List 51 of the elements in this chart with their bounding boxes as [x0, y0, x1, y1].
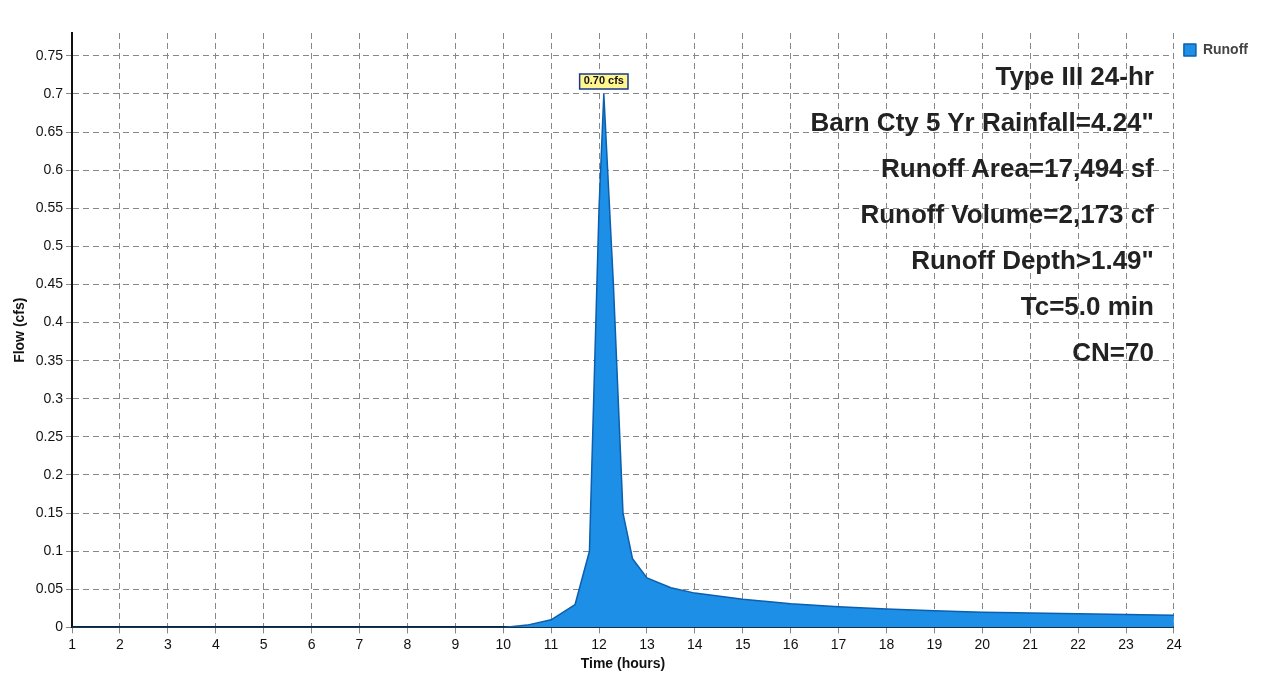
x-tick-label: 8	[403, 635, 412, 652]
x-tick-label: 10	[495, 635, 512, 652]
x-tick-label: 23	[1118, 635, 1134, 652]
y-tick-label: 0.05	[35, 580, 64, 597]
x-tick-label: 14	[687, 635, 703, 652]
y-tick-label: 0.3	[43, 389, 64, 406]
x-tick-label: 20	[974, 635, 991, 652]
x-tick-label: 17	[830, 635, 847, 652]
annotation: Tc=5.0 min	[1020, 291, 1154, 322]
x-axis-title: Time (hours)	[580, 655, 666, 672]
x-tick-label: 3	[163, 635, 172, 652]
x-tick-label: 12	[591, 635, 608, 652]
x-tick-label: 13	[639, 635, 655, 652]
x-tick-label: 11	[543, 635, 559, 652]
y-tick-label: 0.5	[43, 237, 64, 254]
annotation: Barn Cty 5 Yr Rainfall=4.24"	[810, 107, 1154, 138]
x-tick-label: 1	[68, 635, 77, 652]
annotation: CN=70	[1072, 337, 1154, 368]
y-tick-label: 0.15	[35, 503, 64, 520]
y-tick-label: 0.7	[43, 84, 64, 101]
y-tick-label: 0.6	[43, 161, 64, 178]
y-tick-label: 0.65	[35, 122, 64, 139]
y-tick-label: 0.4	[43, 313, 64, 330]
y-tick-label: 0.1	[43, 542, 64, 559]
y-tick-label: 0	[55, 618, 64, 635]
y-tick-label: 0.55	[35, 199, 64, 216]
x-tick-label: 21	[1022, 635, 1039, 652]
x-tick-label: 2	[116, 635, 125, 652]
y-tick-label: 0.35	[35, 351, 64, 368]
x-tick-label: 9	[451, 635, 460, 652]
annotation: 0.70 cfs	[583, 74, 624, 87]
annotation: Runoff Volume=2,173 cf	[860, 199, 1155, 230]
annotation: Type III 24-hr	[995, 61, 1154, 92]
x-tick-label: 22	[1070, 635, 1087, 652]
x-tick-label: 16	[782, 635, 799, 652]
annotation: Runoff Area=17,494 sf	[881, 153, 1155, 184]
legend-label: Runoff	[1202, 40, 1249, 57]
annotation: Runoff Depth>1.49"	[911, 245, 1154, 276]
x-tick-label: 24	[1166, 635, 1182, 652]
y-tick-label: 0.2	[43, 465, 64, 482]
x-tick-label: 5	[259, 635, 268, 652]
x-tick-label: 19	[926, 635, 943, 652]
y-tick-label: 0.25	[35, 427, 64, 444]
y-tick-label: 0.45	[35, 275, 64, 292]
x-tick-label: 18	[878, 635, 895, 652]
y-axis-title: Flow (cfs)	[11, 297, 28, 363]
x-tick-label: 4	[211, 635, 220, 652]
y-tick-label: 0.75	[35, 46, 64, 63]
x-tick-label: 6	[307, 635, 316, 652]
x-tick-label: 15	[734, 635, 751, 652]
x-tick-label: 7	[355, 635, 364, 652]
